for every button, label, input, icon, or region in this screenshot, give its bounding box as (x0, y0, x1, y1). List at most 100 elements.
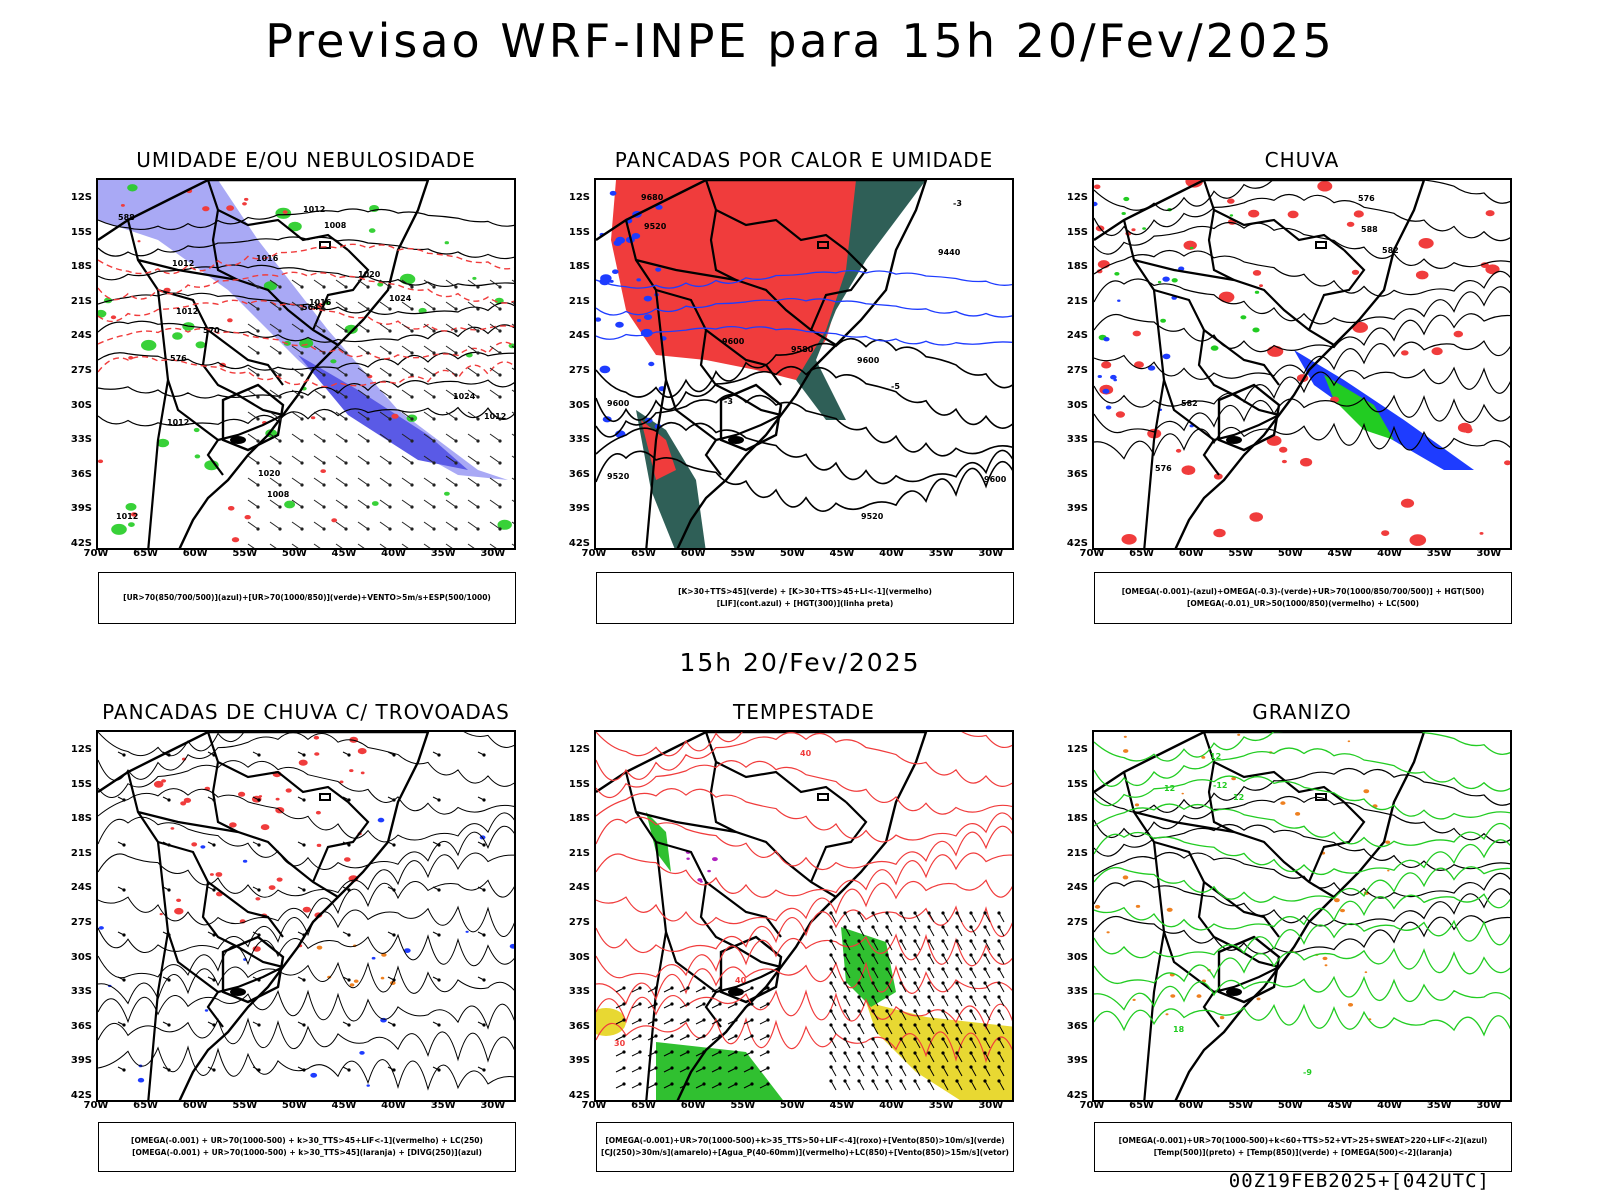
green-cell (330, 359, 337, 364)
wind-arrow-head (344, 483, 348, 487)
wind-arrow-head (388, 351, 392, 355)
legend-line: [OMEGA(-0.001) + UR>70(1000-500) + k>30_… (132, 1148, 482, 1157)
lon-tick-label: 30W (1476, 1100, 1502, 1111)
wind-arrow (885, 1079, 893, 1091)
red-cell (310, 416, 316, 420)
wind-arrow-head (734, 1050, 738, 1054)
wind-arrow (291, 323, 304, 333)
rain-cell (1131, 228, 1136, 232)
wind-arrow (247, 323, 260, 333)
wind-arrow-shaft (956, 1010, 963, 1021)
wind-arrow (342, 751, 351, 757)
wind-arrow-head (392, 1023, 396, 1027)
wind-arrow-head (899, 995, 903, 999)
map-pancadas-calor[interactable]: 9600 9680 9580 9600 9520 9600 9520 9440 9520 9600… (594, 178, 1014, 550)
map-umidade[interactable]: 1012 1012 1012 1016 1012 1012 1016 1020 1024 1024… (96, 178, 516, 550)
wind-arrow (857, 953, 865, 965)
wind-arrow-shaft (970, 912, 977, 923)
contour-line (596, 365, 1012, 429)
wind-arrow-head (913, 1009, 917, 1013)
wind-arrow-head (927, 1051, 931, 1055)
divergence-cell (366, 1084, 370, 1087)
map-granizo[interactable]: 18 12 12 -9 -12 12 (1092, 730, 1512, 1102)
wind-arrow (291, 499, 304, 509)
hail-cell (1196, 994, 1202, 998)
contour-label: 576 (1358, 194, 1375, 203)
wind-arrow (313, 345, 326, 355)
contour-line (596, 961, 1012, 1005)
wind-arrow (379, 543, 387, 548)
lif-contour-cell (643, 295, 653, 302)
wind-arrow-shaft (830, 926, 837, 937)
wind-arrow-shaft (467, 367, 479, 376)
lat-tick-label: 33S (1066, 434, 1088, 446)
wind-arrow-shaft (942, 954, 949, 965)
wind-arrow-head (913, 953, 917, 957)
contour-line (98, 905, 514, 953)
wind-arrow-head (256, 483, 260, 487)
wind-arrow-head (322, 439, 326, 443)
lon-tick-label: 50W (779, 548, 805, 559)
wind-arrow-shaft (998, 1010, 1005, 1021)
map-trovoadas[interactable] (96, 730, 516, 1102)
wind-arrow-head (871, 1037, 875, 1041)
wind-arrow (913, 911, 921, 923)
wind-arrow (997, 967, 1005, 979)
wind-arrow (445, 433, 458, 443)
legend-tempestade: [OMEGA(-0.001)+UR>70(1000-500)+k>35_TTS>… (596, 1122, 1014, 1172)
rain-cell (1134, 361, 1144, 369)
wind-arrow-head (899, 981, 903, 985)
wind-arrow-head (622, 986, 626, 990)
wind-arrow-head (366, 329, 370, 333)
wind-arrow (445, 367, 458, 377)
wind-arrow-head (482, 753, 486, 757)
wind-arrow (387, 751, 396, 757)
wind-arrow-shaft (247, 389, 259, 398)
wind-arrow-shaft (858, 968, 865, 979)
wind-arrow-shaft (379, 323, 391, 332)
wind-arrow-shaft (313, 301, 325, 310)
lon-tick-label: 45W (829, 548, 855, 559)
wind-arrow-shaft (269, 345, 281, 354)
wind-arrow (477, 841, 486, 847)
rain-cell-green (1157, 280, 1162, 284)
lon-tick-label: 50W (281, 1100, 307, 1111)
contour-line (1094, 947, 1510, 985)
contour-line (98, 208, 514, 231)
contour-line (596, 269, 1012, 289)
wind-arrow (829, 981, 837, 993)
wind-arrow (335, 411, 348, 421)
red-cell (231, 537, 240, 543)
wind-arrow-head (734, 1034, 738, 1038)
wind-arrow-head (432, 417, 436, 421)
lat-tick-label: 15S (70, 226, 92, 238)
map-tempestade[interactable]: 40 40 30 (594, 730, 1014, 1102)
map-chuva[interactable]: 588 582 576 576 582 (1092, 178, 1512, 550)
wind-arrow-shaft (872, 1052, 879, 1063)
rain-cell-green (1123, 196, 1130, 202)
wind-arrow-shaft (928, 1010, 935, 1021)
wind-arrow-head (454, 417, 458, 421)
rain-cell-blue (1178, 266, 1185, 271)
wind-arrow (117, 1066, 126, 1072)
wind-arrow-head (913, 1065, 917, 1069)
storm-cell (316, 843, 322, 847)
wind-arrow-shaft (858, 1066, 865, 1077)
wind-arrow-head (899, 1051, 903, 1055)
wind-arrow-head (366, 395, 370, 399)
contour-line (1094, 249, 1510, 297)
wind-arrow (913, 967, 921, 979)
wind-arrow-shaft (511, 521, 514, 525)
wind-arrow (489, 345, 502, 355)
wind-arrow (941, 925, 949, 937)
wind-arrow-shaft (467, 433, 479, 442)
wind-arrow-shaft (844, 1038, 851, 1049)
wind-arrow-head (843, 995, 847, 999)
wind-arrow (401, 367, 414, 377)
wind-arrow (467, 521, 480, 531)
wind-arrow-shaft (269, 367, 281, 376)
wind-arrow (387, 1021, 396, 1027)
state-border (137, 810, 339, 898)
wind-arrow (711, 1050, 722, 1057)
storm-cell (229, 822, 237, 828)
